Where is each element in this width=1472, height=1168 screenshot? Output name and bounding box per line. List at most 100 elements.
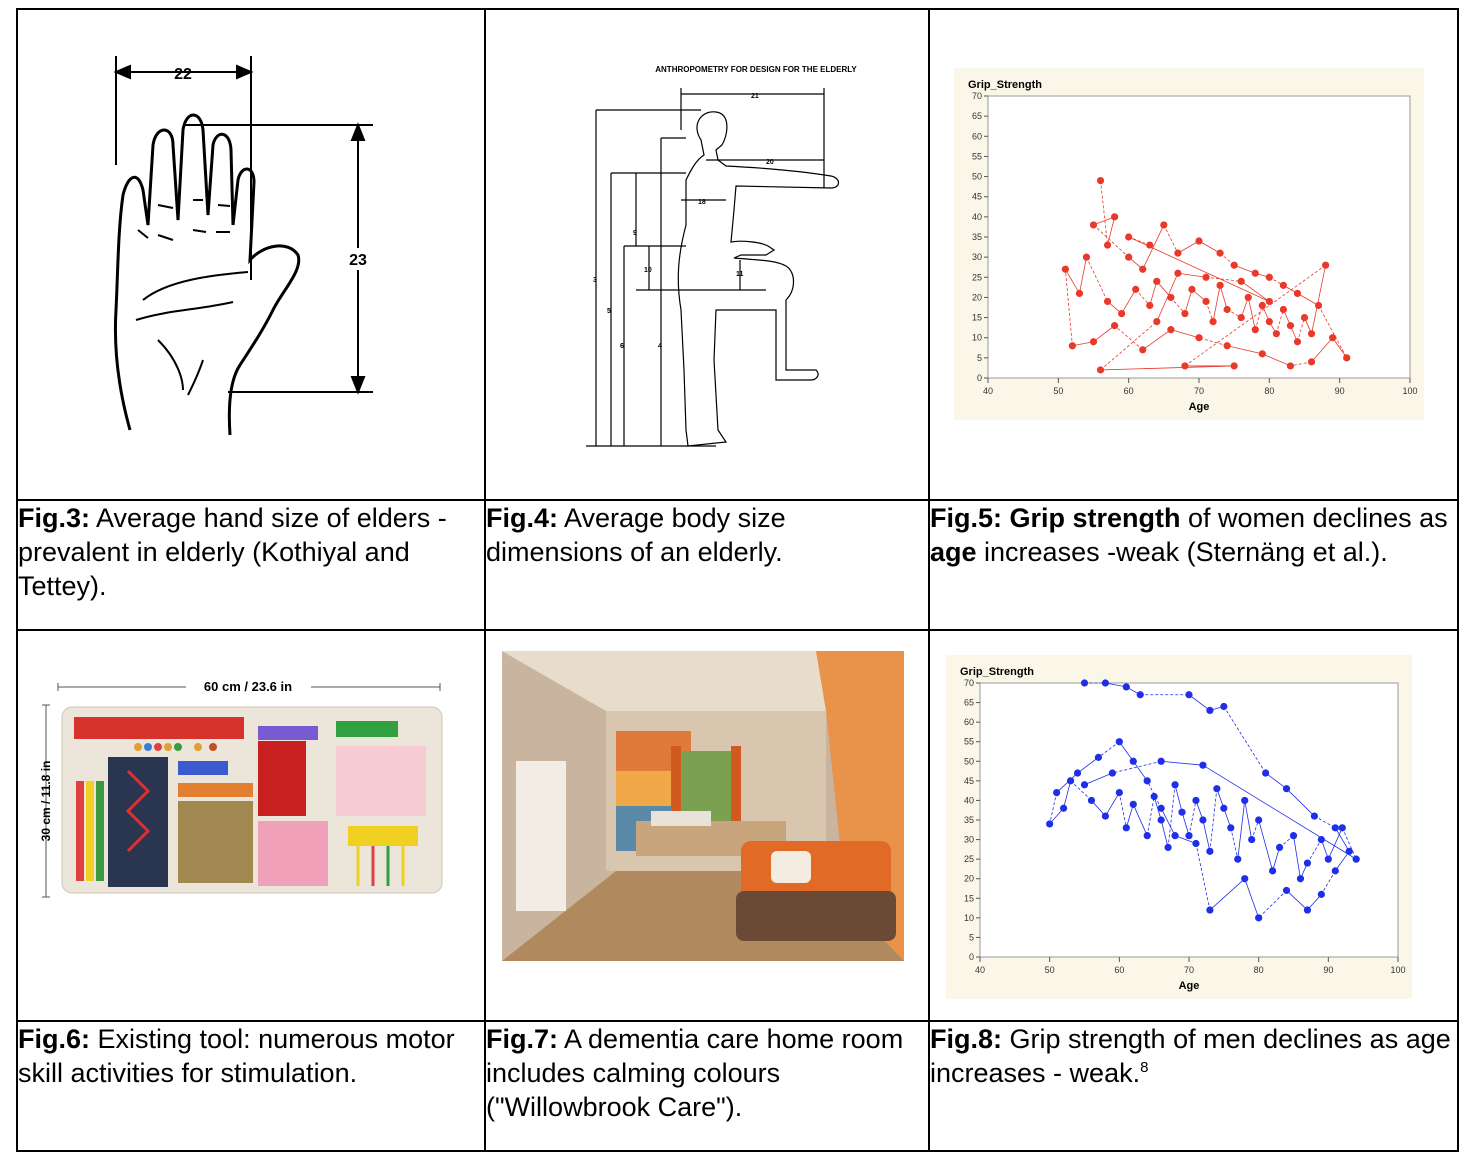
series-connector [1195,843,1211,911]
data-point [1094,753,1103,762]
fig6-caption: Fig.6: Existing tool: numerous motor ski… [16,1019,486,1153]
data-point [1310,812,1318,820]
series-connector [1065,269,1080,294]
y-tick-label: 35 [964,815,974,825]
series-connector [1177,272,1207,278]
data-point [1157,757,1165,765]
series-connector [1198,240,1221,254]
series-connector [1146,796,1155,836]
data-point [1080,781,1089,789]
data-point [1164,843,1172,852]
y-tick-label: 20 [972,292,982,302]
data-point [1061,265,1069,273]
y-tick-label: 50 [972,172,982,182]
data-point [1303,906,1312,914]
data-point [1317,836,1325,844]
y-tick-label: 0 [977,373,982,383]
dim-3: 3 [593,277,597,284]
data-point [1237,277,1245,285]
data-point [1241,875,1249,883]
data-point [1220,804,1228,812]
dim-5: 5 [607,308,611,315]
fig5-caption: Fig.5: Grip strength of women declines a… [928,498,1459,632]
data-point [1089,338,1098,346]
care-home-room-photo [502,651,904,962]
y-tick-label: 10 [964,913,974,923]
series-connector [1077,757,1099,774]
series-connector [1125,804,1134,829]
data-point [1046,820,1054,828]
fig3-caption-text: Average hand size of elders - prevalent … [18,502,447,601]
series-connector [1093,325,1115,343]
data-point [1101,812,1109,820]
fig5-cell: Grip_Strength Age 0 5 10 15 20 25 30 35 40 45 50 55 60… [928,8,1459,501]
series-connector [1311,337,1333,363]
y-tick-label: 45 [972,192,982,202]
data-point [1146,241,1154,249]
mat-width-label: 60 cm / 23.6 in [204,679,292,694]
series-connector [1163,224,1179,254]
data-point [1075,289,1084,297]
y-tick-label: 50 [964,756,974,766]
hand-width-label: 22 [174,66,192,83]
data-point [1220,702,1228,711]
data-point [1068,342,1076,350]
data-point [1352,855,1360,863]
x-tick-label: 50 [1045,965,1055,975]
data-point [1160,221,1168,229]
fig8-caption-text: Grip strength of men declines as age inc… [930,1023,1451,1088]
series-connector [1327,827,1343,860]
data-point [1251,326,1259,334]
fig3-caption: Fig.3: Average hand size of elders - pre… [16,498,486,632]
data-point [1303,859,1312,867]
fig6-caption-text: Existing tool: numerous motor skill acti… [18,1023,455,1088]
series-connector [1311,265,1326,334]
data-point [1096,177,1105,185]
fig6-caption-lead: Fig.6: [18,1023,90,1054]
y-tick-label: 15 [972,313,982,323]
data-point [1188,285,1196,293]
series-connector [1334,827,1350,852]
dim-10: 10 [644,267,652,274]
data-point [1234,855,1242,863]
data-point [1307,330,1316,338]
data-point [1293,338,1302,346]
y-tick-label: 70 [972,91,982,101]
data-point [1265,273,1273,281]
series-connector [1149,281,1158,306]
y-tick-label: 10 [972,333,982,343]
data-point [1143,777,1151,785]
y-tick-label: 45 [964,776,974,786]
fig4-caption-text: Average body size dimensions of an elder… [486,502,786,567]
data-point [1258,350,1266,358]
data-point [1206,847,1214,855]
data-point [1343,354,1351,362]
fig8-cell: Grip_Strength Age 0 5 10 15 20 25 30 35 40 45 50 55 60… [928,629,1459,1022]
x-tick-label: 60 [1124,386,1134,396]
series-connector [1093,224,1129,258]
series-connector [1100,365,1235,371]
data-point [1195,237,1203,245]
y-tick-label: 55 [972,151,982,161]
data-point [1153,318,1161,326]
series-connector [1205,276,1242,282]
y-tick-label: 25 [964,854,974,864]
dim-9: 9 [633,230,637,237]
y-tick-label: 65 [972,111,982,121]
data-point [1139,346,1147,354]
data-point [1286,322,1295,330]
data-point [1132,285,1140,293]
series-connector [1160,819,1169,848]
series-connector [1219,285,1228,310]
dim-18: 18 [698,199,706,206]
x-tick-label: 60 [1114,965,1124,975]
x-tick-label: 40 [975,965,985,975]
y-tick-label: 65 [964,698,974,708]
data-point [1174,269,1182,277]
data-point [1080,679,1089,687]
data-point [1223,305,1231,314]
series-connector [1244,878,1260,919]
data-point [1178,808,1186,816]
y-tick-label: 25 [972,272,982,282]
fig7-caption-lead: Fig.7: [486,1023,558,1054]
